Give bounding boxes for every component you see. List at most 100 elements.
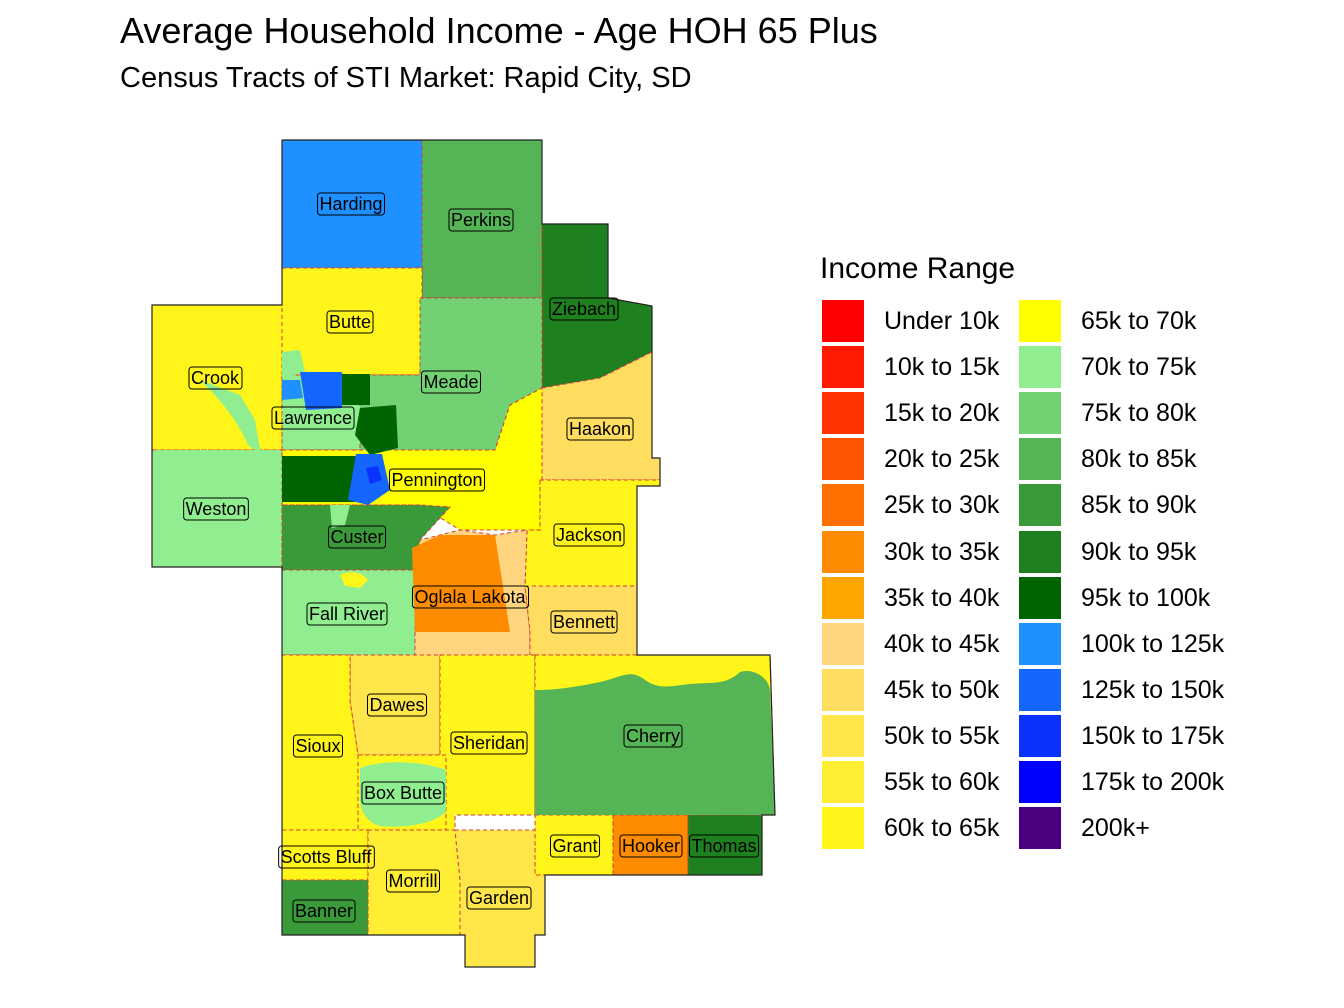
- county-label-sheridan: Sheridan: [450, 731, 528, 755]
- legend-item: 50k to 55k: [822, 714, 1042, 757]
- county-label-text: Lawrence: [274, 408, 352, 428]
- legend-swatch: [822, 668, 864, 711]
- county-label-text: Jackson: [556, 525, 622, 545]
- county-label-text: Sheridan: [453, 733, 525, 753]
- legend-label: 15k to 20k: [884, 399, 1000, 428]
- county-label-box: [549, 297, 619, 321]
- tract-oglala-lakota-orange: [412, 535, 510, 632]
- county-label-box: [553, 523, 625, 547]
- county-label-oglala-lakota: Oglala Lakota: [411, 585, 530, 609]
- county-label-text: Cherry: [626, 726, 680, 746]
- county-label-meade: Meade: [420, 370, 482, 394]
- legend-item: 35k to 40k: [822, 576, 1042, 619]
- legend-item: 85k to 90k: [1019, 484, 1239, 527]
- tract-rapid-city-darkblue: [366, 466, 382, 484]
- tract-crook-band: [200, 380, 260, 450]
- legend-label: 90k to 95k: [1081, 537, 1197, 566]
- legend-label: Under 10k: [884, 307, 1000, 335]
- county-label-box: [183, 497, 249, 521]
- legend-item: 20k to 25k: [822, 438, 1042, 481]
- legend-item: 100k to 125k: [1019, 622, 1239, 665]
- legend-swatch: [822, 392, 864, 435]
- county-label-text: Bennett: [553, 612, 615, 632]
- county-label-pennington: Pennington: [388, 468, 486, 492]
- county-label-morrill: Morrill: [386, 869, 440, 893]
- legend-swatch: [1019, 807, 1061, 850]
- county-label-text: Fall River: [309, 604, 385, 624]
- county-label-text: Harding: [319, 194, 382, 214]
- county-label-jackson: Jackson: [553, 523, 625, 547]
- county-label-box: [388, 468, 486, 492]
- legend-swatch: [822, 714, 864, 757]
- tract-fall-river-yellow: [340, 572, 368, 588]
- county-label-box: [450, 731, 528, 755]
- county-label-perkins: Perkins: [448, 208, 514, 232]
- county-label-scotts-bluff: Scotts Bluff: [278, 845, 375, 869]
- legend-swatch: [822, 438, 864, 481]
- tract-pennington-darkgreen: [282, 456, 358, 502]
- legend-swatch: [1019, 622, 1061, 665]
- tract-cherry-green: [535, 670, 775, 815]
- legend-label: 80k to 85k: [1081, 445, 1197, 474]
- tract-custer-light: [330, 505, 350, 528]
- legend-label: 100k to 125k: [1081, 629, 1225, 658]
- legend-item: 90k to 95k: [1019, 530, 1239, 573]
- legend-item: 150k to 175k: [1019, 714, 1239, 757]
- legend-swatch: [1019, 438, 1061, 481]
- legend-label: 150k to 175k: [1081, 721, 1225, 750]
- legend-item: 95k to 100k: [1019, 576, 1239, 619]
- county-label-text: Thomas: [691, 836, 756, 856]
- legend-swatch: [822, 346, 864, 389]
- county-label-text: Morrill: [389, 871, 438, 891]
- county-label-text: Custer: [330, 527, 383, 547]
- legend-swatch: [1019, 530, 1061, 573]
- legend-label: 85k to 90k: [1081, 491, 1197, 520]
- county-label-box: [420, 370, 482, 394]
- county-label-sioux: Sioux: [292, 734, 344, 758]
- county-label-hooker: Hooker: [619, 834, 683, 858]
- legend-item: 25k to 30k: [822, 484, 1042, 527]
- counties-layer: [151, 139, 776, 968]
- legend-swatch: [822, 761, 864, 803]
- legend-swatch: [822, 300, 864, 342]
- county-label-grant: Grant: [549, 834, 601, 858]
- legend-item: 40k to 45k: [822, 622, 1042, 665]
- legend-swatch: [1019, 392, 1061, 435]
- legend-swatch: [822, 622, 864, 665]
- county-label-weston: Weston: [183, 497, 249, 521]
- legend-label: 75k to 80k: [1081, 399, 1197, 428]
- county-label-text: Oglala Lakota: [414, 587, 526, 607]
- legend-item: 175k to 200k: [1019, 761, 1239, 803]
- county-label-text: Crook: [191, 368, 240, 388]
- legend-swatch: [822, 807, 864, 850]
- tract-lawrence-blue: [300, 372, 342, 410]
- map-title: Average Household Income - Age HOH 65 Pl…: [120, 10, 878, 51]
- legend-swatch: [1019, 668, 1061, 711]
- legend-item: 15k to 20k: [822, 392, 1042, 435]
- county-label-text: Haakon: [569, 419, 631, 439]
- county-label-garden: Garden: [466, 886, 532, 910]
- legend-swatch: [1019, 484, 1061, 527]
- legend-swatch: [1019, 346, 1061, 389]
- legend-item: 65k to 70k: [1019, 300, 1239, 342]
- county-label-box: [316, 192, 386, 216]
- county-label-box: [549, 834, 601, 858]
- county-label-custer: Custer: [327, 525, 387, 549]
- legend-item: 60k to 65k: [822, 807, 1042, 850]
- tract-meade: [359, 297, 543, 451]
- county-label-text: Hooker: [622, 836, 680, 856]
- legend-label: 95k to 100k: [1081, 583, 1211, 612]
- legend-label: 10k to 15k: [884, 353, 1000, 382]
- legend-label: 45k to 50k: [884, 675, 1000, 704]
- county-label-text: Grant: [552, 836, 597, 856]
- county-label-box: [306, 602, 388, 626]
- tract-lawrence-lightblue: [282, 380, 303, 400]
- tract-meade-darkgreen-b: [355, 405, 398, 455]
- tract-lawrence-north: [282, 350, 305, 378]
- legend-label: 20k to 25k: [884, 445, 1000, 474]
- county-label-crook: Crook: [188, 366, 243, 390]
- legend-item: 30k to 35k: [822, 530, 1042, 573]
- legend-swatch: [822, 530, 864, 573]
